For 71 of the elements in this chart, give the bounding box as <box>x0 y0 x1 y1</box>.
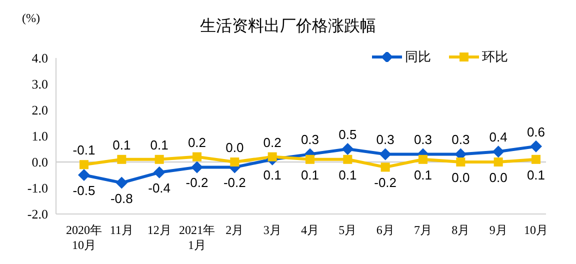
data-label: 0.0 <box>226 140 244 155</box>
y-axis-title: (%) <box>22 11 40 26</box>
legend-label: 环比 <box>482 49 508 66</box>
x-tick-label: 4月 <box>301 223 319 237</box>
x-tick-label: 12月 <box>147 223 172 237</box>
data-label: 0.2 <box>263 134 282 150</box>
point <box>78 169 90 181</box>
data-label: 0.3 <box>452 132 470 148</box>
data-label: -0.2 <box>186 175 208 190</box>
x-tick-label: 9月 <box>489 223 508 237</box>
y-tick-label: 3.0 <box>32 76 48 92</box>
data-label: -0.5 <box>72 183 96 198</box>
x-tick-label: 2020年 10月 <box>66 223 102 252</box>
x-tick-label: 8月 <box>452 223 470 237</box>
point <box>117 154 126 164</box>
point <box>192 152 202 162</box>
x-tick-label: 5月 <box>338 223 357 237</box>
data-label: 0.4 <box>489 130 508 145</box>
data-label: 0.2 <box>188 134 206 150</box>
data-label: 0.1 <box>112 137 131 152</box>
point <box>530 140 542 152</box>
data-label: -0.4 <box>148 180 171 196</box>
chart-title: 生活资料出厂价格涨跌幅 <box>200 16 376 35</box>
data-label: 0.0 <box>489 170 508 185</box>
point <box>342 143 354 155</box>
y-tick-label: 1.0 <box>32 128 48 144</box>
point <box>153 166 166 178</box>
x-tick-label: 2月 <box>226 223 244 237</box>
point <box>306 154 314 164</box>
point <box>379 148 392 160</box>
point <box>80 160 88 170</box>
point <box>532 154 540 164</box>
data-label: -0.2 <box>374 175 397 190</box>
x-tick-label: 6月 <box>376 223 394 237</box>
point <box>492 146 504 158</box>
data-label: 0.1 <box>526 167 546 182</box>
data-label: 0.6 <box>526 124 546 140</box>
x-tick-label: 11月 <box>110 223 134 237</box>
y-tick-label: -2.0 <box>27 206 48 222</box>
y-tick-label: 4.0 <box>32 50 48 66</box>
point <box>230 158 240 166</box>
point <box>418 154 428 164</box>
point <box>154 154 164 164</box>
x-tick-label: 10月 <box>524 223 548 237</box>
data-label: 0.1 <box>300 167 320 182</box>
x-tick-label: 3月 <box>263 223 282 237</box>
point <box>116 176 128 189</box>
point <box>456 158 466 166</box>
data-label: 0.1 <box>338 167 357 182</box>
data-label: 0.3 <box>414 132 432 148</box>
data-label: 0.0 <box>452 170 470 185</box>
data-label: -0.8 <box>110 190 133 206</box>
point <box>494 158 503 166</box>
x-tick-label: 7月 <box>414 223 432 237</box>
y-tick-label: -1.0 <box>27 180 48 196</box>
data-label: 0.1 <box>263 167 282 182</box>
data-label: -0.1 <box>72 142 96 158</box>
x-tick-label: 2021年 1月 <box>179 223 215 252</box>
y-tick-label: 2.0 <box>32 102 48 118</box>
legend-label: 同比 <box>405 49 431 66</box>
point <box>191 161 203 174</box>
data-label: 0.5 <box>338 127 357 142</box>
point <box>268 152 277 162</box>
data-label: 0.1 <box>414 167 432 182</box>
point <box>343 154 352 164</box>
point <box>380 162 390 172</box>
data-label: 0.1 <box>150 137 168 152</box>
y-tick-label: 0.0 <box>32 154 48 170</box>
data-label: 0.3 <box>376 132 394 148</box>
data-label: -0.2 <box>223 175 246 190</box>
data-label: 0.3 <box>300 132 320 148</box>
